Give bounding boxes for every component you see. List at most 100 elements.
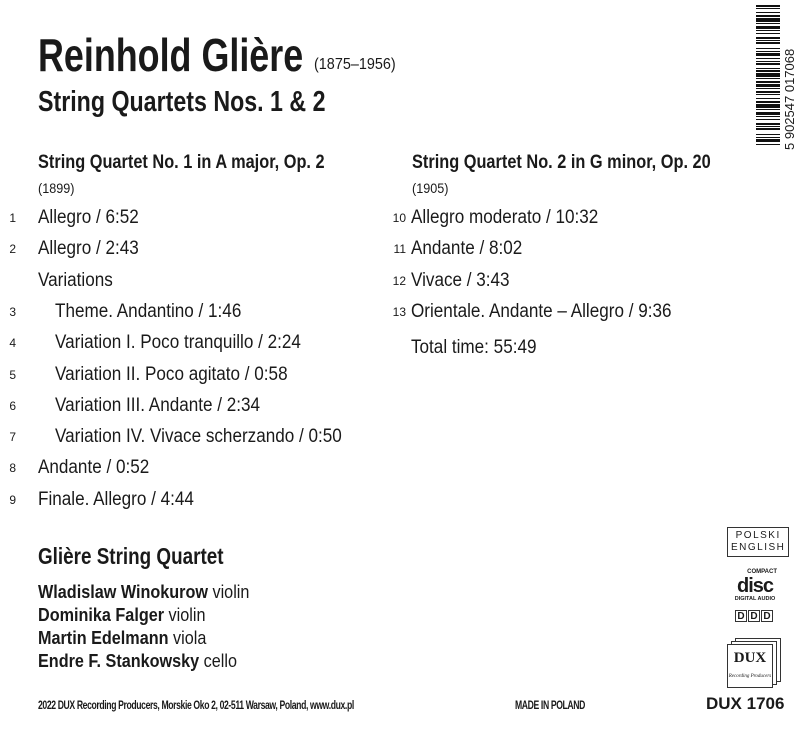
ddd-letter: D	[761, 610, 773, 622]
track-number: 6	[9, 398, 16, 413]
track-number: 2	[9, 242, 16, 257]
track-title: Variation III. Andante / 2:34	[55, 394, 261, 416]
barcode-bar	[756, 91, 780, 93]
track-number: 3	[9, 304, 16, 319]
member-name: Wladislaw Winokurow	[38, 582, 208, 602]
track-title: Variations	[38, 269, 113, 291]
compact-disc-logo: COMPACT disc DIGITAL AUDIO	[733, 568, 777, 603]
catalog-number: DUX 1706	[706, 694, 785, 713]
track-title: Allegro moderato / 10:32	[411, 207, 599, 228]
barcode-number: 5 902547 017068	[782, 48, 797, 150]
quartet-1-title: String Quartet No. 1 in A major, Op. 2	[38, 152, 325, 173]
composer-dates: (1875–1956)	[314, 56, 396, 73]
track-title: Finale. Allegro / 4:44	[38, 488, 194, 510]
barcode-bar	[756, 48, 780, 49]
track-number: 1	[9, 211, 16, 225]
barcode-icon	[756, 5, 780, 145]
track-title: Orientale. Andante – Allegro / 9:36	[411, 300, 672, 322]
barcode-bar	[756, 63, 780, 65]
barcode-bar	[756, 123, 780, 125]
member-instrument: cello	[203, 651, 237, 671]
member-name: Dominika Falger	[38, 605, 165, 625]
member: Dominika Falger violin	[38, 605, 205, 626]
barcode-bar	[756, 88, 780, 89]
album-subtitle: String Quartets Nos. 1 & 2	[38, 86, 326, 118]
barcode-bar	[756, 37, 780, 39]
barcode-bar	[756, 33, 780, 34]
ddd-letter: D	[735, 610, 747, 622]
barcode-bar	[756, 144, 780, 145]
cd-main: disc	[736, 575, 774, 597]
track-number: 8	[9, 461, 16, 476]
made-in: MADE IN POLAND	[515, 700, 585, 712]
barcode-bar	[756, 18, 780, 22]
barcode-bar	[756, 23, 780, 24]
track-title: Allegro / 2:43	[38, 238, 139, 260]
barcode-bar	[756, 134, 780, 135]
track-number: 11	[393, 242, 406, 257]
dux-text: DUX	[733, 650, 767, 666]
barcode-bar	[756, 81, 780, 83]
track-title: Theme. Andantino / 1:46	[55, 300, 242, 322]
track-title: Variation II. Poco agitato / 0:58	[55, 363, 288, 385]
barcode-bar	[756, 126, 780, 127]
member-name: Endre F. Stankowsky	[38, 651, 200, 671]
barcode-bar	[756, 70, 780, 72]
barcode-bar	[756, 128, 780, 130]
barcode-bar	[756, 101, 780, 103]
cd-bottom: DIGITAL AUDIO	[734, 596, 776, 602]
member: Endre F. Stankowsky cello	[38, 651, 237, 672]
barcode-bar	[756, 40, 780, 41]
quartet-2-year: (1905)	[412, 180, 449, 196]
track-number: 10	[392, 211, 406, 225]
barcode-bar	[756, 137, 780, 138]
barcode-bar	[756, 98, 780, 99]
barcode-bar	[756, 119, 780, 120]
track-number: 5	[9, 367, 16, 382]
barcode-bar	[756, 51, 780, 52]
quartet-1-year: (1899)	[38, 180, 75, 196]
track-number: 9	[9, 492, 16, 507]
language-english: ENGLISH	[731, 542, 786, 553]
barcode-bar	[756, 12, 780, 13]
barcode-bar	[756, 112, 780, 115]
dux-subtext: Recording Producers	[728, 674, 772, 679]
cd-top: COMPACT	[747, 569, 777, 575]
barcode-bar	[756, 58, 780, 59]
barcode-bar	[756, 84, 780, 87]
composer-name: Reinhold Glière	[38, 29, 304, 81]
ddd-letter: D	[748, 610, 760, 622]
member-name: Martin Edelmann	[38, 628, 169, 648]
barcode-bar	[756, 116, 780, 117]
track-number: 4	[9, 336, 16, 351]
language-polski: POLSKI	[735, 530, 781, 541]
track-title: Variation I. Poco tranquillo / 2:24	[55, 332, 301, 354]
barcode-bar	[756, 26, 780, 29]
ensemble-name: Glière String Quartet	[38, 543, 224, 569]
member: Wladislaw Winokurow violin	[38, 582, 249, 603]
member: Martin Edelmann viola	[38, 628, 206, 649]
barcode-bar	[756, 5, 780, 7]
barcode-bar	[756, 73, 780, 77]
quartet-2-title: String Quartet No. 2 in G minor, Op. 20	[412, 152, 711, 173]
barcode-bar	[756, 68, 780, 69]
barcode-bar	[756, 104, 780, 108]
barcode-bar	[756, 53, 780, 56]
barcode-bar	[756, 30, 780, 31]
member-instrument: viola	[173, 628, 207, 648]
barcode-bar	[756, 109, 780, 110]
barcode-bar	[756, 61, 780, 62]
track-title: Variation IV. Vivace scherzando / 0:50	[55, 426, 342, 448]
member-instrument: violin	[212, 582, 250, 602]
language-badge: POLSKI ENGLISH	[727, 527, 790, 557]
barcode-bar	[756, 139, 780, 142]
barcode-bar	[756, 42, 780, 44]
track-title: Vivace / 3:43	[411, 269, 510, 291]
track-number: 7	[9, 430, 16, 445]
track-title: Allegro / 6:52	[38, 207, 139, 228]
barcode-bar	[756, 78, 780, 79]
barcode-bar	[756, 94, 780, 95]
track-title: Andante / 0:52	[38, 457, 150, 479]
track-title: Andante / 8:02	[411, 238, 523, 260]
